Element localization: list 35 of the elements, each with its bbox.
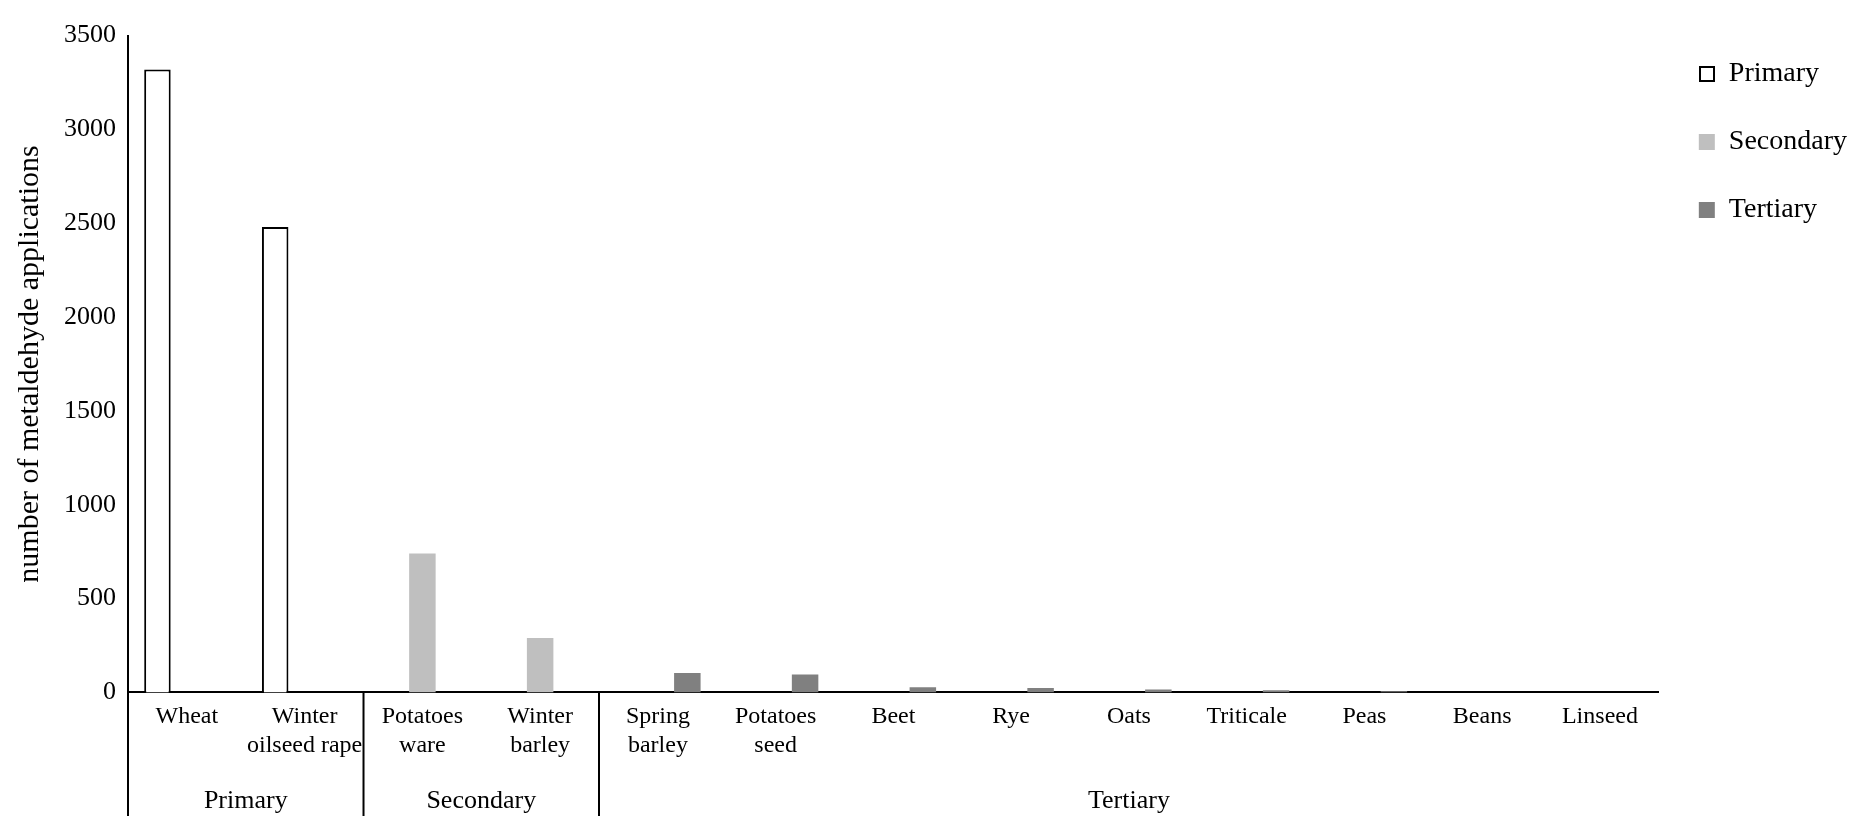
y-tick-label: 3000: [64, 113, 116, 143]
legend-label: Tertiary: [1728, 192, 1818, 224]
x-tick-label: Beet: [871, 702, 916, 729]
bar: [1145, 689, 1172, 693]
bar: [674, 673, 701, 693]
bar: [791, 674, 819, 693]
bar: [1027, 687, 1054, 693]
bar: [909, 687, 937, 693]
legend-label: Secondary: [1728, 124, 1848, 156]
x-tick-label: Spring barley: [625, 702, 690, 757]
y-tick-label: 2000: [64, 300, 116, 330]
y-axis-title: number of metaldehyde applications: [10, 145, 44, 583]
x-tick-label: Linseed: [1561, 702, 1638, 729]
y-tick-label: 1000: [64, 488, 116, 518]
x-tick-label: Peas: [1342, 702, 1387, 729]
y-tick-label: 3500: [64, 19, 116, 49]
x-tick-label: Rye: [992, 702, 1031, 729]
y-tick-label: 0: [103, 676, 116, 706]
bar: [526, 637, 554, 693]
x-tick-label: Wheat: [155, 702, 219, 729]
x-tick-label: Winter barley: [507, 702, 573, 757]
text: Secondary: [426, 785, 537, 814]
text: Tertiary: [1087, 785, 1170, 814]
x-tick-label: Potatoes ware: [381, 702, 464, 757]
bar: [409, 553, 436, 693]
x-tick-label: Potatoes seed: [734, 702, 817, 757]
text: Primary: [203, 785, 288, 814]
y-tick-label: 1500: [64, 394, 116, 424]
y-tick-label: 2500: [64, 207, 116, 237]
y-tick-label: 500: [77, 582, 116, 612]
x-tick-label: Winter oilseed rape: [246, 702, 363, 757]
x-tick-label: Beans: [1452, 702, 1512, 729]
text: Primary: [1728, 56, 1820, 88]
x-tick-label: Triticale: [1206, 702, 1287, 729]
x-tick-label: Oats: [1106, 702, 1151, 729]
